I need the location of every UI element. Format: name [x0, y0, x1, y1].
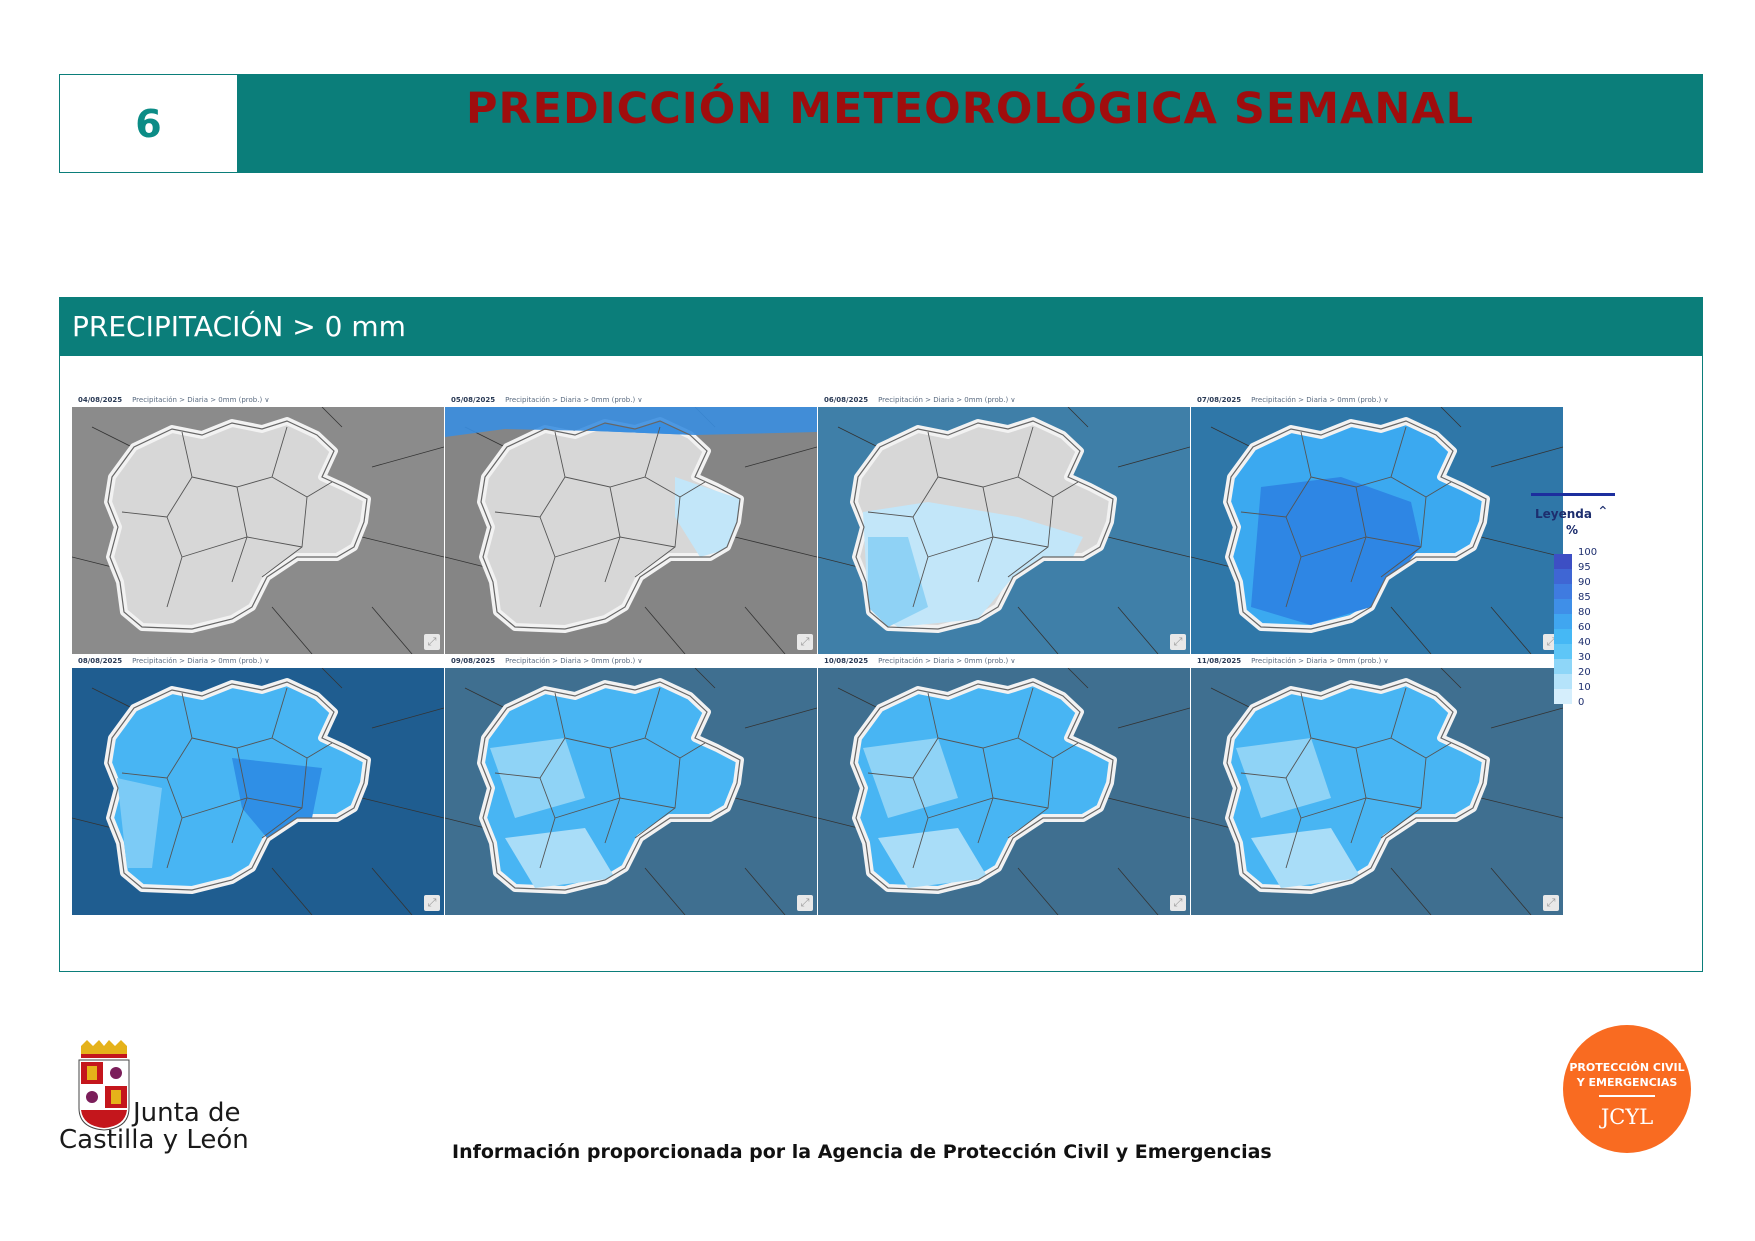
- map-image: [72, 407, 444, 654]
- expand-icon[interactable]: ⤢: [424, 895, 440, 911]
- expand-icon[interactable]: ⤢: [797, 895, 813, 911]
- map-caption: Precipitación > Diaria > 0mm (prob.) ∨: [1251, 657, 1389, 665]
- precip-map-7: 10/08/2025 Precipitación > Diaria > 0mm (…: [818, 655, 1190, 915]
- precip-map-8: 11/08/2025 Precipitación > Diaria > 0mm (…: [1191, 655, 1563, 915]
- page-title: PREDICCIÓN METEOROLÓGICA SEMANAL: [238, 75, 1702, 172]
- castilla-leon-map: [445, 668, 817, 915]
- map-date: 07/08/2025: [1197, 396, 1242, 404]
- map-breadcrumb[interactable]: 08/08/2025 Precipitación > Diaria > 0mm (…: [72, 655, 444, 668]
- legend-swatch: [1554, 689, 1572, 704]
- panel-title: PRECIPITACIÓN > 0 mm: [60, 298, 1702, 356]
- expand-icon[interactable]: ⤢: [1170, 634, 1186, 650]
- section-header: 6 PREDICCIÓN METEOROLÓGICA SEMANAL: [59, 74, 1703, 173]
- legend-swatch: [1554, 599, 1572, 614]
- legend-label: 40: [1578, 637, 1591, 648]
- chevron-up-icon[interactable]: ⌃: [1597, 504, 1609, 520]
- expand-icon[interactable]: ⤢: [1543, 895, 1559, 911]
- castilla-leon-map: [1191, 668, 1563, 915]
- map-breadcrumb[interactable]: 04/08/2025 Precipitación > Diaria > 0mm (…: [72, 394, 444, 407]
- map-breadcrumb[interactable]: 05/08/2025 Precipitación > Diaria > 0mm (…: [445, 394, 817, 407]
- legend-top-rule: [1531, 493, 1615, 496]
- map-date: 10/08/2025: [824, 657, 869, 665]
- logo-text-castilla: Castilla y León: [59, 1125, 249, 1155]
- map-grid: 04/08/2025 Precipitación > Diaria > 0mm (…: [72, 394, 1563, 915]
- precip-map-1: 04/08/2025 Precipitación > Diaria > 0mm (…: [72, 394, 444, 654]
- legend-swatch: [1554, 659, 1572, 674]
- legend-label: 100: [1578, 547, 1598, 558]
- map-date: 08/08/2025: [78, 657, 123, 665]
- legend-label: 60: [1578, 622, 1591, 633]
- map-caption: Precipitación > Diaria > 0mm (prob.) ∨: [505, 396, 643, 404]
- legend-swatch: [1554, 629, 1572, 644]
- map-date: 04/08/2025: [78, 396, 123, 404]
- precip-map-6: 09/08/2025 Precipitación > Diaria > 0mm (…: [445, 655, 817, 915]
- map-date: 09/08/2025: [451, 657, 496, 665]
- legend-swatch: [1554, 584, 1572, 599]
- expand-icon[interactable]: ⤢: [1170, 895, 1186, 911]
- legend-label: 90: [1578, 577, 1591, 588]
- map-image: [1191, 668, 1563, 915]
- legend-label: 10: [1578, 682, 1591, 693]
- precip-map-5: 08/08/2025 Precipitación > Diaria > 0mm (…: [72, 655, 444, 915]
- map-image: [445, 668, 817, 915]
- legend-label: 80: [1578, 607, 1591, 618]
- pc-logo-line1: PROTECCIÓN CIVIL: [1569, 1061, 1685, 1074]
- map-date: 06/08/2025: [824, 396, 869, 404]
- castilla-leon-map: [818, 407, 1190, 654]
- map-caption: Precipitación > Diaria > 0mm (prob.) ∨: [878, 657, 1016, 665]
- map-breadcrumb[interactable]: 11/08/2025 Precipitación > Diaria > 0mm (…: [1191, 655, 1563, 668]
- map-caption: Precipitación > Diaria > 0mm (prob.) ∨: [878, 396, 1016, 404]
- castilla-leon-map: [72, 668, 444, 915]
- logo-text-junta: Junta de: [133, 1098, 241, 1128]
- map-breadcrumb[interactable]: 07/08/2025 Precipitación > Diaria > 0mm (…: [1191, 394, 1563, 407]
- map-image: [818, 407, 1190, 654]
- legend-label: 20: [1578, 667, 1591, 678]
- junta-castilla-leon-logo: Junta de Castilla y León: [59, 1040, 259, 1155]
- map-date: 11/08/2025: [1197, 657, 1242, 665]
- castilla-leon-map: [818, 668, 1190, 915]
- map-image: [72, 668, 444, 915]
- map-caption: Precipitación > Diaria > 0mm (prob.) ∨: [132, 396, 270, 404]
- legend-unit: %: [1566, 523, 1579, 537]
- legend-title: Leyenda: [1535, 507, 1592, 521]
- map-breadcrumb[interactable]: 09/08/2025 Precipitación > Diaria > 0mm (…: [445, 655, 817, 668]
- legend-label: 85: [1578, 592, 1591, 603]
- footer-credit: Información proporcionada por la Agencia…: [452, 1141, 1272, 1163]
- section-number: 6: [60, 75, 238, 172]
- pc-logo-rule: [1599, 1095, 1655, 1097]
- coat-of-arms-icon: [78, 1040, 130, 1131]
- pc-logo-line2: Y EMERGENCIAS: [1576, 1076, 1678, 1089]
- map-date: 05/08/2025: [451, 396, 496, 404]
- expand-icon[interactable]: ⤢: [797, 634, 813, 650]
- proteccion-civil-logo: PROTECCIÓN CIVIL Y EMERGENCIAS JCYL: [1563, 1025, 1691, 1153]
- legend-swatch: [1554, 554, 1572, 569]
- map-breadcrumb[interactable]: 10/08/2025 Precipitación > Diaria > 0mm (…: [818, 655, 1190, 668]
- legend-label: 0: [1578, 697, 1585, 708]
- map-caption: Precipitación > Diaria > 0mm (prob.) ∨: [505, 657, 643, 665]
- precip-map-2: 05/08/2025 Precipitación > Diaria > 0mm (…: [445, 394, 817, 654]
- legend-swatch: [1554, 614, 1572, 629]
- precip-map-4: 07/08/2025 Precipitación > Diaria > 0mm (…: [1191, 394, 1563, 654]
- pc-logo-line3: JCYL: [1600, 1105, 1654, 1129]
- castilla-leon-map: [445, 407, 817, 654]
- map-breadcrumb[interactable]: 06/08/2025 Precipitación > Diaria > 0mm (…: [818, 394, 1190, 407]
- legend-label: 95: [1578, 562, 1591, 573]
- precipitation-panel: PRECIPITACIÓN > 0 mm 04/08/2025 Precipita…: [59, 297, 1703, 972]
- map-image: [818, 668, 1190, 915]
- castilla-leon-map: [1191, 407, 1563, 654]
- precip-map-3: 06/08/2025 Precipitación > Diaria > 0mm (…: [818, 394, 1190, 654]
- castilla-leon-map: [72, 407, 444, 654]
- legend-swatch: [1554, 644, 1572, 659]
- map-legend: Leyenda ⌃ % 100 95 90 85 80 60 40 30 20 10 0: [1531, 493, 1621, 717]
- map-caption: Precipitación > Diaria > 0mm (prob.) ∨: [1251, 396, 1389, 404]
- legend-label: 30: [1578, 652, 1591, 663]
- map-image: [1191, 407, 1563, 654]
- expand-icon[interactable]: ⤢: [424, 634, 440, 650]
- map-image: [445, 407, 817, 654]
- legend-swatch: [1554, 674, 1572, 689]
- legend-swatch: [1554, 569, 1572, 584]
- map-caption: Precipitación > Diaria > 0mm (prob.) ∨: [132, 657, 270, 665]
